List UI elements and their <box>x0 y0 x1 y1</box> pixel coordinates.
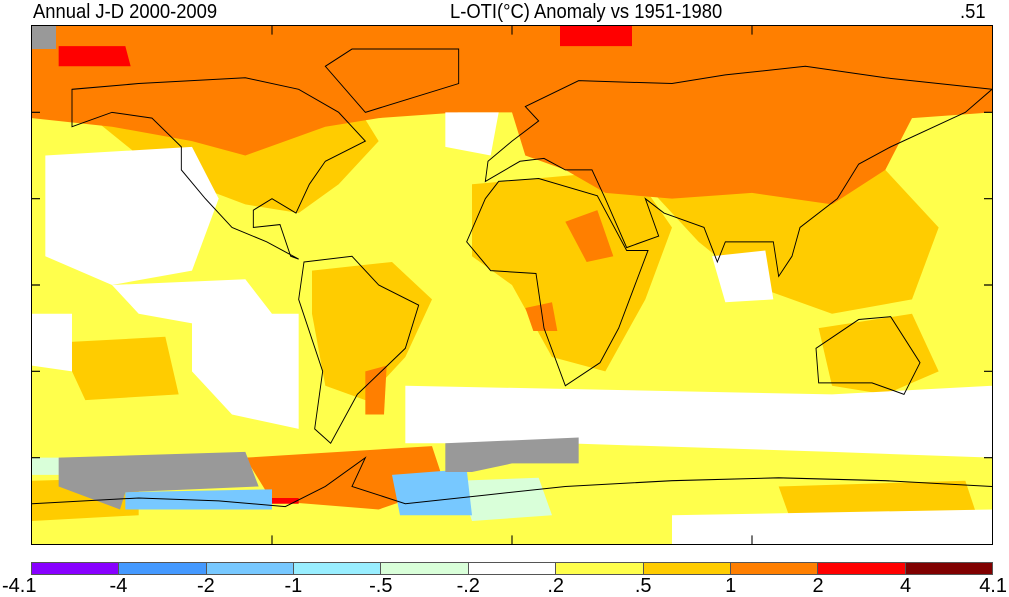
legend-label: 1 <box>725 575 737 597</box>
color-scale-legend <box>31 562 993 575</box>
map-period-title: Annual J-D 2000-2009 <box>33 1 218 23</box>
missing-data-regions <box>32 26 579 510</box>
legend-swatch <box>294 563 382 574</box>
australia-coast <box>815 316 921 395</box>
eurasia-coast <box>484 65 992 278</box>
africa-coast <box>466 178 649 387</box>
legend-label: -1 <box>284 575 303 597</box>
coastlines <box>32 48 992 508</box>
legend-label: .5 <box>634 575 652 597</box>
legend-label: 4 <box>899 575 912 597</box>
anomaly-0.5-1-regions <box>32 97 979 524</box>
legend-label: 4.1 <box>979 575 1007 597</box>
legend-label: -4 <box>109 575 128 597</box>
legend-swatch <box>818 563 906 574</box>
south-america-coast <box>298 255 420 445</box>
map-anomaly-title: L-OTI(°C) Anomaly vs 1951-1980 <box>450 1 723 23</box>
legend-label: 2 <box>812 575 824 597</box>
global-mean-value: .51 <box>960 1 986 23</box>
legend-swatch <box>730 563 819 574</box>
legend-swatch <box>556 563 644 574</box>
greenland-coast <box>324 48 460 113</box>
legend-swatch <box>381 563 469 574</box>
legend-label: .2 <box>547 575 565 597</box>
legend-swatch <box>643 563 731 574</box>
temperature-anomaly-map <box>31 25 993 545</box>
anomaly-2-4-regions <box>58 26 632 504</box>
legend-swatch <box>32 563 120 574</box>
legend-swatch <box>905 563 992 574</box>
antarctica-coast <box>32 456 992 508</box>
anomaly-1-2-regions <box>32 26 992 510</box>
graticule-ticks <box>32 26 992 544</box>
legend-swatch <box>119 563 207 574</box>
north-america-coast <box>71 77 367 260</box>
legend-swatch <box>206 563 295 574</box>
legend-label: -2 <box>197 575 215 597</box>
anomaly-minus-2-1-regions <box>125 469 472 516</box>
legend-swatch <box>468 563 557 574</box>
legend-label: -.5 <box>369 575 393 597</box>
legend-label: -4.1 <box>2 575 37 597</box>
legend-label: -.2 <box>456 575 480 597</box>
